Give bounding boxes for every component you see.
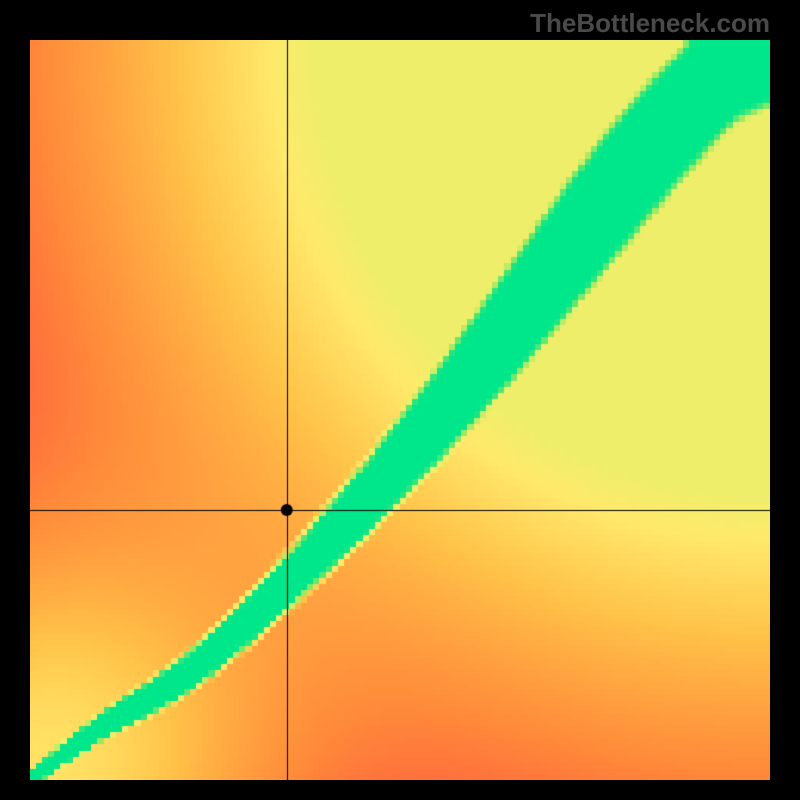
heatmap-canvas [30, 40, 770, 780]
figure-container: TheBottleneck.com [0, 0, 800, 800]
watermark-text: TheBottleneck.com [530, 8, 770, 39]
